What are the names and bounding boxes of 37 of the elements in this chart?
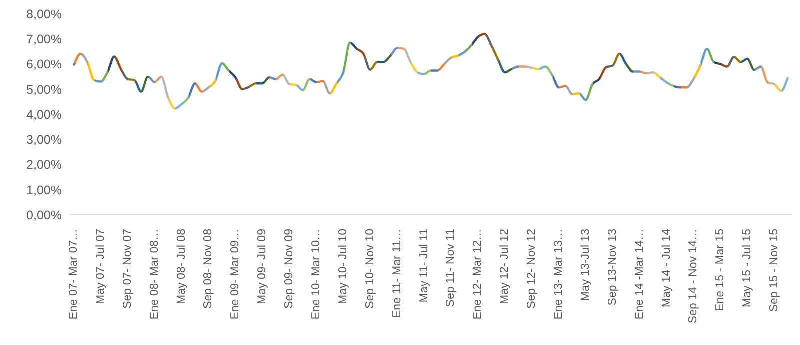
x-tick-label: May 12- Jul 12 [499,229,512,304]
x-tick-label: Ene 13- Mar 13… [552,229,565,320]
x-tick-label: May 10- Jul 10 [337,229,350,304]
y-tick-label: 0,00% [26,208,62,222]
y-tick-label: 7,00% [26,32,62,47]
line-series [72,33,790,110]
y-tick-label: 2,00% [26,158,62,172]
x-tick-label: Sep 10- Nov 10 [364,229,376,309]
y-tick-label: 4,00% [26,108,62,122]
x-tick-label: May 09- Jul 09 [256,229,269,304]
x-tick-label: Sep 12- Nov 12 [526,229,538,309]
x-tick-label: Ene 12- Mar 12… [472,229,484,320]
y-tick-label: 1,00% [26,183,62,198]
y-tick-label: 6,00% [26,58,62,72]
x-tick-label: May 11- Jul 11 [418,229,430,303]
x-tick-label: Sep 15 - Nov 15 [768,229,781,312]
y-tick-label: 5,00% [26,82,62,97]
x-tick-label: May 07- Jul 07 [94,229,107,304]
y-tick-label: 8,00% [26,7,62,22]
x-tick-label: Ene 09- Mar 09… [230,229,242,320]
x-tick-label: Sep 11- Nov 11 [445,229,458,308]
x-tick-label: Sep 13-Nov 13 [606,229,619,306]
y-tick-label: 3,00% [26,133,62,148]
x-tick-label: May 14 - Jul 14 [660,228,673,308]
x-tick-label: Ene 11- Mar 11… [391,229,404,318]
x-tick-label: Sep 14 - Nov 14… [688,229,700,324]
x-tick-label: Ene 15 - Mar 15 [714,229,727,312]
x-tick-label: May 08- Jul 08 [176,229,188,304]
x-tick-label: May 13-Jul 13 [580,229,592,302]
x-tick-label: Ene 14 -Mar 14… [634,229,646,320]
x-tick-label: May 15 - Jul 15 [742,229,754,308]
x-tick-label: Ene 10- Mar 10… [310,229,322,320]
x-tick-label: Sep 09- Nov 09 [284,229,296,309]
x-tick-label: Ene 08- Mar 08… [148,229,161,320]
x-tick-label: Ene 07- Mar 07… [68,229,80,320]
x-tick-label: Sep 08- Nov 08 [202,229,215,309]
x-tick-label: Sep 07- Nov 07 [122,229,134,309]
